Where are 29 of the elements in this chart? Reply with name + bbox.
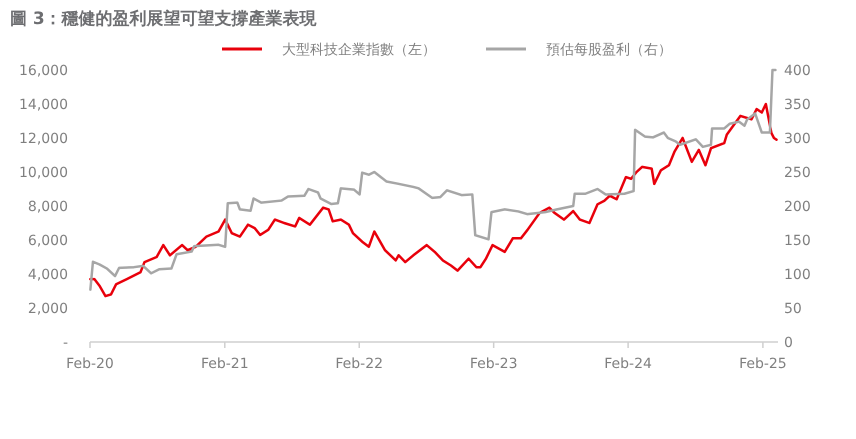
y-tick-label: 16,000 bbox=[19, 63, 68, 79]
y2-tick-label: 50 bbox=[784, 301, 802, 317]
x-tick-label: Feb-24 bbox=[604, 356, 652, 372]
line-series bbox=[89, 68, 777, 291]
y2-tick-label: 350 bbox=[784, 97, 811, 113]
legend-label: 大型科技企業指數（左） bbox=[282, 42, 436, 58]
y2-tick-label: 300 bbox=[784, 131, 811, 147]
x-tick-label: Feb-22 bbox=[335, 356, 384, 372]
y-tick-label: 2,000 bbox=[28, 301, 68, 317]
x-tick-label: Feb-20 bbox=[66, 356, 114, 372]
chart-title: 圖 3：穩健的盈利展望可望支撐產業表現 bbox=[10, 9, 318, 29]
y-tick-label: - bbox=[62, 335, 68, 351]
x-tick-label: Feb-23 bbox=[470, 356, 518, 372]
y2-tick-label: 100 bbox=[784, 267, 811, 283]
y-tick-label: 4,000 bbox=[28, 267, 68, 283]
y-tick-label: 10,000 bbox=[19, 165, 68, 181]
x-tick-label: Feb-21 bbox=[200, 356, 249, 372]
y2-tick-label: 250 bbox=[784, 165, 811, 181]
legend-label: 預估每股盈利（右） bbox=[546, 42, 672, 58]
y2-tick-label: 400 bbox=[784, 63, 811, 79]
y2-tick-label: 0 bbox=[784, 335, 793, 351]
y-tick-label: 6,000 bbox=[28, 233, 68, 249]
y2-tick-label: 150 bbox=[784, 233, 811, 249]
x-tick-label: Feb-25 bbox=[739, 356, 787, 372]
y2-tick-label: 200 bbox=[784, 199, 811, 215]
y-tick-label: 12,000 bbox=[19, 131, 68, 147]
line-series bbox=[89, 102, 778, 298]
y-tick-label: 8,000 bbox=[28, 199, 68, 215]
y-tick-label: 14,000 bbox=[19, 97, 68, 113]
